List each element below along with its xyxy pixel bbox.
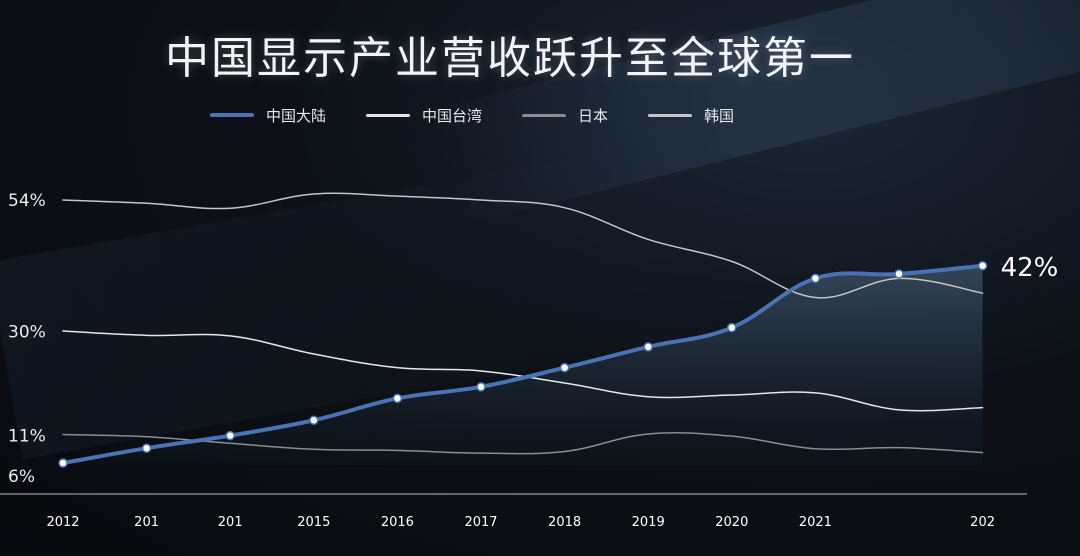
series-line	[61, 263, 985, 465]
legend-swatch-taiwan	[366, 113, 411, 117]
x-tick-label: 2018	[548, 515, 581, 530]
y-tick-label: 11%	[8, 427, 46, 447]
data-point	[894, 269, 904, 279]
x-tick-label: 201	[218, 515, 243, 530]
x-tick-label: 202	[970, 515, 995, 530]
data-point	[225, 430, 235, 441]
data-point	[977, 261, 988, 271]
series-line	[62, 431, 984, 455]
x-tick-label: 2021	[799, 515, 832, 530]
data-point	[643, 342, 653, 352]
data-point	[476, 382, 486, 392]
x-tick-label: 2019	[632, 515, 665, 530]
x-tick-label: 2015	[297, 515, 330, 530]
series-area-fill	[63, 265, 983, 465]
data-point	[392, 393, 403, 404]
legend-label-japan: 日本	[578, 106, 609, 125]
y-tick-label: 6%	[8, 467, 35, 487]
x-tick-label: 2017	[464, 515, 497, 530]
legend-label-taiwan: 中国台湾	[422, 106, 483, 125]
data-point	[309, 415, 319, 426]
chart-title: 中国显示产业营收跃升至全球第一	[165, 33, 855, 84]
legend-swatch-japan	[522, 113, 567, 117]
data-point	[727, 322, 737, 333]
data-point	[559, 362, 570, 373]
legend-item-taiwan: 中国台湾	[366, 105, 482, 126]
legend-item-korea: 韩国	[648, 105, 734, 126]
legend-label-korea: 韩国	[704, 106, 735, 125]
y-tick-label: 30%	[8, 323, 46, 343]
legend-swatch-korea	[648, 113, 693, 117]
x-tick-label: 2020	[715, 515, 748, 530]
y-tick-label: 54%	[8, 191, 46, 211]
x-tick-label: 2016	[381, 515, 414, 530]
legend-item-japan: 日本	[522, 105, 608, 126]
data-point	[58, 458, 68, 468]
x-tick-label: 2012	[46, 515, 79, 530]
legend: 中国大陆 中国台湾 日本 韩国	[210, 104, 774, 126]
data-point	[810, 273, 821, 284]
series-line	[62, 192, 984, 299]
legend-item-mainland: 中国大陆	[210, 105, 326, 126]
x-tick-label: 201	[134, 515, 159, 530]
data-point	[141, 443, 152, 453]
end-value-label: 42%	[1001, 253, 1059, 283]
legend-swatch-mainland	[210, 113, 254, 117]
legend-label-mainland: 中国大陆	[266, 106, 327, 125]
